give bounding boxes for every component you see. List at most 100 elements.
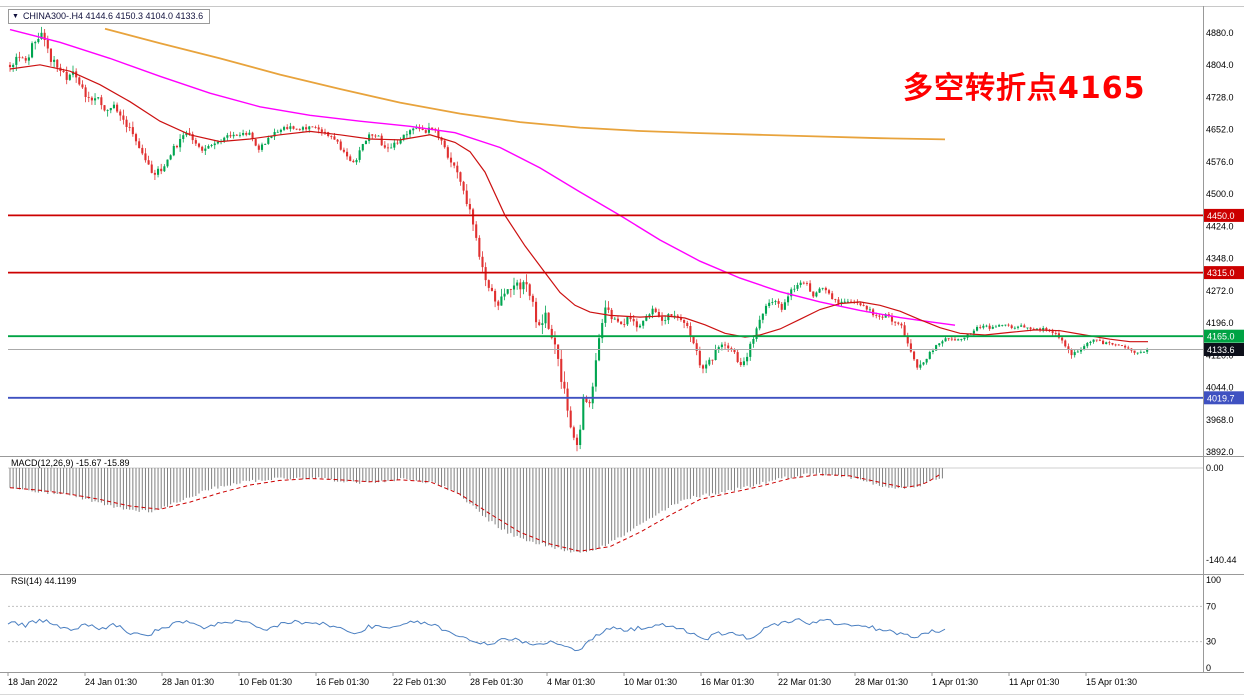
candle-body — [768, 302, 771, 306]
candle-body — [664, 320, 667, 321]
candle-body — [897, 322, 900, 324]
ma-fast-line — [9, 64, 1148, 343]
price-tick-label: 4424.0 — [1206, 221, 1234, 231]
level-badge-4450 — [1204, 208, 1244, 222]
candle-body — [692, 336, 695, 344]
candle-body — [49, 48, 52, 62]
candle-body — [953, 339, 957, 341]
candle-body — [264, 144, 267, 145]
candle-body — [635, 321, 638, 328]
candle-body — [172, 146, 175, 156]
candle-body — [1073, 352, 1076, 356]
candle-body — [610, 309, 613, 320]
candle-body — [339, 141, 342, 150]
candle-body — [764, 305, 768, 314]
time-label: 24 Jan 01:30 — [85, 677, 137, 687]
candle-body — [346, 151, 349, 157]
candle-body — [191, 134, 194, 141]
candle-body — [736, 352, 739, 362]
candle-body — [1102, 340, 1105, 344]
candle-body — [245, 133, 248, 135]
candle-body — [232, 134, 235, 137]
candle-body — [717, 347, 720, 350]
candle-body — [462, 181, 465, 191]
candle-body — [112, 104, 115, 108]
candle-body — [229, 135, 232, 137]
candle-body — [780, 303, 783, 310]
candle-body — [465, 190, 468, 204]
candle-body — [1035, 328, 1038, 330]
time-label: 15 Apr 01:30 — [1086, 677, 1137, 687]
candle-body — [377, 135, 380, 137]
candle-body — [994, 326, 997, 328]
candle-body — [547, 312, 550, 329]
candle-body — [670, 314, 673, 316]
candle-body — [629, 317, 632, 320]
candle-body — [440, 137, 443, 141]
candle-body — [591, 386, 594, 404]
candle-body — [535, 301, 538, 323]
candle-body — [944, 338, 947, 342]
candle-body — [478, 237, 481, 257]
candle-body — [235, 134, 238, 136]
candle-body — [1086, 343, 1089, 347]
current-price-badge — [1204, 343, 1244, 356]
candle-body — [752, 339, 755, 344]
candle-body — [166, 159, 169, 167]
candle-body — [1020, 325, 1023, 327]
candle-body — [109, 108, 112, 111]
candle-body — [487, 280, 490, 288]
ma-mid-line — [9, 28, 956, 326]
candle-body — [824, 287, 827, 291]
candle-body — [550, 328, 553, 338]
candle-body — [613, 318, 616, 320]
candle-body — [65, 72, 68, 80]
candle-body — [651, 308, 654, 315]
candle-body — [396, 142, 399, 144]
price-tick-label: 3892.0 — [1206, 447, 1234, 457]
candle-body — [909, 343, 912, 352]
candle-body — [859, 303, 862, 306]
candle-body — [273, 132, 276, 137]
candle-body — [141, 147, 144, 154]
candle-body — [106, 110, 109, 111]
candle-body — [390, 147, 393, 149]
symbol-selector[interactable]: ▼ CHINA300-.H4 4144.6 4150.3 4104.0 4133… — [8, 9, 211, 24]
candle-body — [1004, 324, 1007, 326]
candle-body — [18, 56, 21, 58]
candle-body — [1136, 352, 1139, 354]
candle-body — [771, 302, 774, 303]
rsi-axis-label: 100 — [1206, 575, 1221, 585]
candles-layer — [8, 26, 1149, 452]
candle-body — [1023, 325, 1026, 328]
candle-body — [679, 317, 682, 320]
candle-body — [557, 344, 560, 359]
candle-body — [153, 172, 156, 175]
candle-body — [783, 302, 786, 310]
candle-body — [490, 287, 493, 291]
price-tick-label: 4652.0 — [1206, 125, 1234, 135]
candle-body — [317, 127, 320, 130]
candle-body — [827, 290, 831, 294]
candle-body — [503, 293, 506, 297]
candle-body — [34, 42, 37, 44]
candle-body — [1039, 328, 1042, 330]
candle-body — [1010, 325, 1013, 328]
candle-body — [15, 56, 18, 65]
candle-body — [831, 293, 834, 299]
candle-body — [676, 315, 679, 318]
candle-body — [185, 132, 188, 136]
candle-body — [213, 143, 216, 146]
candle-body — [330, 136, 333, 137]
candle-body — [950, 338, 953, 340]
candle-body — [43, 32, 46, 40]
time-label: 16 Mar 01:30 — [701, 677, 754, 687]
level-badge-4019-7 — [1204, 391, 1244, 405]
candle-body — [553, 337, 556, 345]
candle-body — [355, 160, 358, 163]
candle-body — [116, 104, 119, 112]
candle-body — [1120, 345, 1123, 346]
annotation-turning-point[interactable]: 多空转折点4165 — [903, 71, 1146, 106]
